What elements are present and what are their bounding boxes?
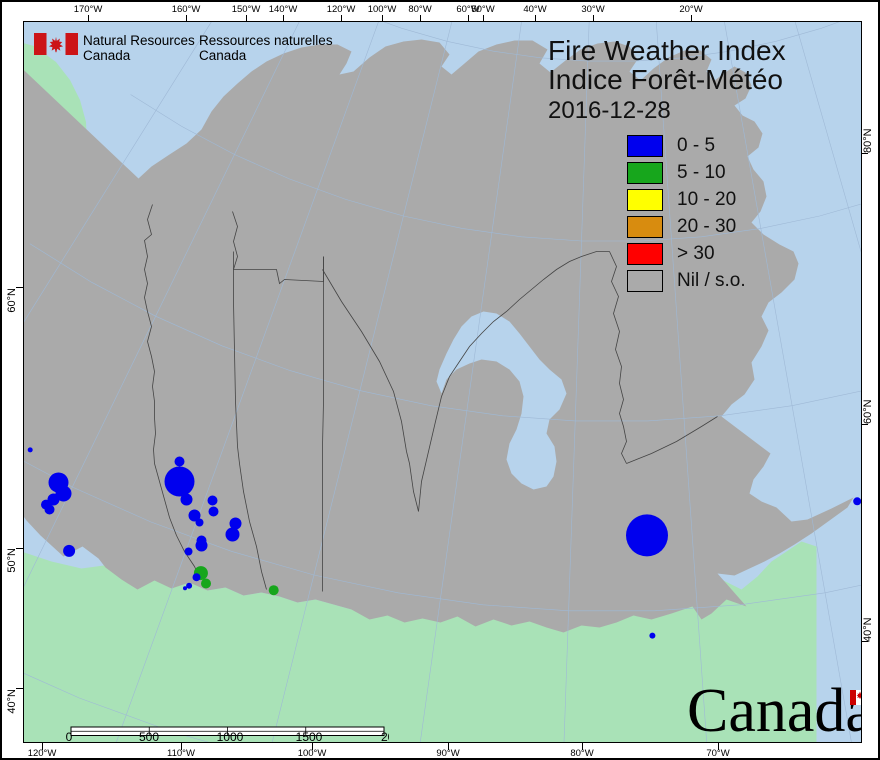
svg-text:1000: 1000 <box>217 730 244 742</box>
svg-text:0: 0 <box>66 730 73 742</box>
svg-text:1500: 1500 <box>296 730 323 742</box>
svg-text:500: 500 <box>139 730 159 742</box>
svg-text:2000 km: 2000 km <box>381 730 389 742</box>
